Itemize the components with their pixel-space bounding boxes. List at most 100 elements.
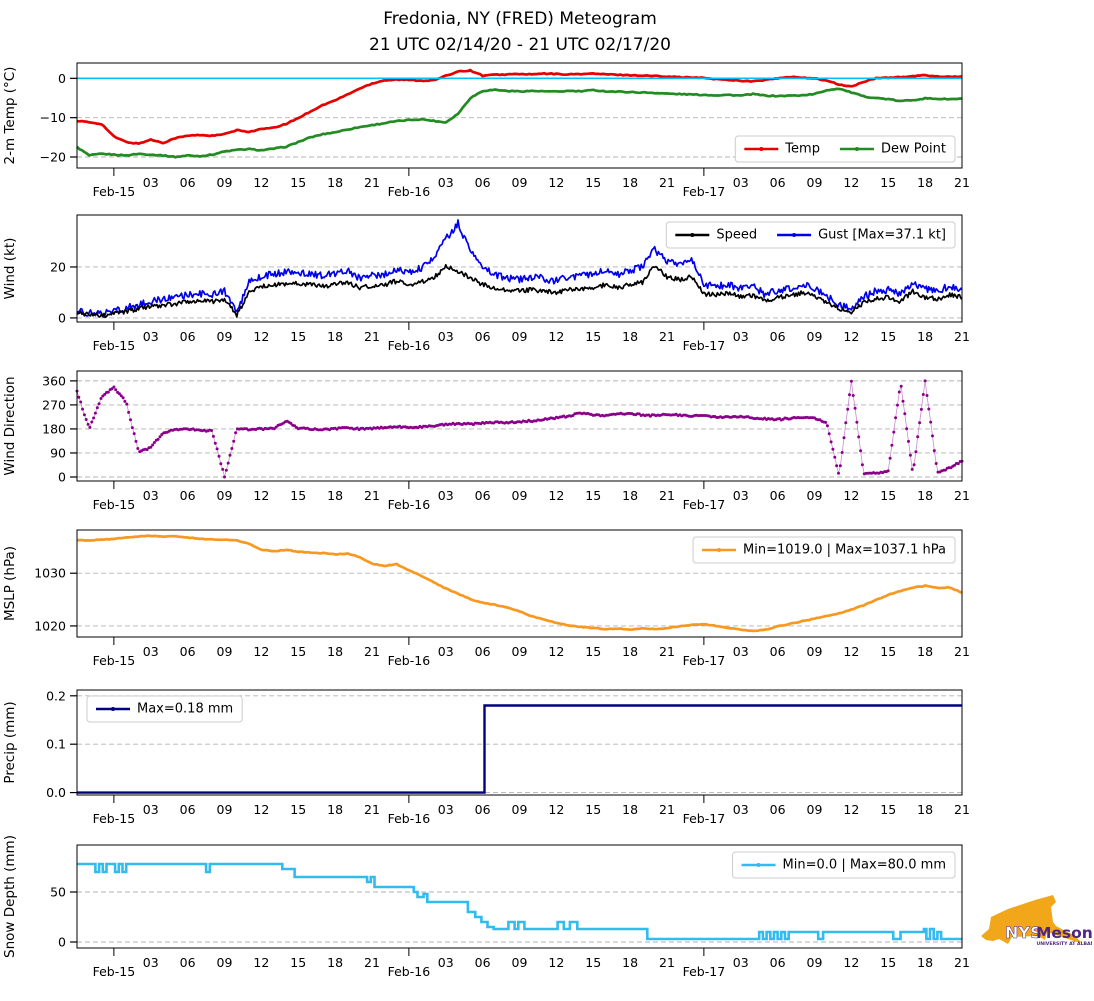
svg-text:18: 18 (327, 644, 343, 659)
svg-text:09: 09 (807, 329, 823, 344)
logo-subtext: UNIVERSITY AT ALBANY (1037, 941, 1093, 947)
svg-text:Precip (mm): Precip (mm) (2, 701, 18, 783)
svg-text:09: 09 (512, 955, 528, 970)
svg-text:03: 03 (438, 802, 454, 817)
svg-text:0.0: 0.0 (46, 785, 66, 800)
svg-text:06: 06 (180, 329, 196, 344)
svg-text:0.1: 0.1 (46, 737, 66, 752)
svg-text:2-m Temp (°C): 2-m Temp (°C) (2, 67, 18, 165)
svg-text:180: 180 (42, 421, 66, 436)
svg-text:Feb-17: Feb-17 (683, 497, 726, 512)
svg-text:06: 06 (475, 802, 491, 817)
svg-text:18: 18 (622, 955, 638, 970)
svg-text:18: 18 (917, 644, 933, 659)
svg-text:0: 0 (58, 935, 66, 950)
svg-text:Min=0.0 | Max=80.0 mm: Min=0.0 | Max=80.0 mm (783, 858, 946, 873)
svg-text:12: 12 (843, 488, 859, 503)
svg-text:03: 03 (733, 488, 749, 503)
svg-text:Feb-17: Feb-17 (683, 184, 726, 199)
svg-text:15: 15 (290, 644, 306, 659)
svg-text:21: 21 (364, 329, 380, 344)
svg-text:12: 12 (253, 488, 269, 503)
svg-text:0: 0 (58, 71, 66, 86)
svg-text:0: 0 (58, 310, 66, 325)
ny-state-shape (981, 895, 1082, 944)
svg-text:09: 09 (512, 802, 528, 817)
svg-text:12: 12 (843, 644, 859, 659)
svg-text:06: 06 (475, 644, 491, 659)
svg-text:03: 03 (438, 329, 454, 344)
svg-text:06: 06 (180, 644, 196, 659)
svg-text:09: 09 (512, 644, 528, 659)
svg-text:09: 09 (807, 644, 823, 659)
svg-text:21: 21 (659, 955, 675, 970)
svg-text:Feb-17: Feb-17 (683, 338, 726, 353)
svg-text:21: 21 (954, 802, 970, 817)
svg-text:09: 09 (807, 802, 823, 817)
svg-text:Feb-16: Feb-16 (388, 964, 431, 979)
svg-text:18: 18 (622, 644, 638, 659)
svg-text:12: 12 (548, 175, 564, 190)
svg-text:12: 12 (548, 955, 564, 970)
title-line2: 21 UTC 02/14/20 - 21 UTC 02/17/20 (369, 35, 671, 56)
svg-text:12: 12 (548, 802, 564, 817)
svg-text:21: 21 (954, 644, 970, 659)
svg-text:06: 06 (770, 955, 786, 970)
svg-text:12: 12 (253, 802, 269, 817)
svg-text:21: 21 (364, 644, 380, 659)
svg-text:Feb-17: Feb-17 (683, 964, 726, 979)
svg-text:03: 03 (438, 175, 454, 190)
svg-text:Feb-16: Feb-16 (388, 811, 431, 826)
svg-text:Dew Point: Dew Point (881, 142, 946, 157)
svg-text:18: 18 (917, 802, 933, 817)
svg-text:15: 15 (880, 175, 896, 190)
svg-text:03: 03 (438, 955, 454, 970)
svg-text:270: 270 (42, 397, 66, 412)
svg-text:06: 06 (180, 488, 196, 503)
svg-text:Feb-15: Feb-15 (93, 653, 136, 668)
svg-text:06: 06 (180, 175, 196, 190)
svg-text:Feb-15: Feb-15 (93, 964, 136, 979)
svg-text:Feb-16: Feb-16 (388, 338, 431, 353)
svg-text:09: 09 (217, 175, 233, 190)
svg-text:03: 03 (143, 175, 159, 190)
svg-text:21: 21 (659, 488, 675, 503)
svg-text:15: 15 (585, 175, 601, 190)
svg-text:03: 03 (143, 488, 159, 503)
svg-text:15: 15 (880, 955, 896, 970)
svg-text:50: 50 (50, 885, 66, 900)
svg-text:Feb-15: Feb-15 (93, 184, 136, 199)
svg-text:18: 18 (327, 329, 343, 344)
svg-text:09: 09 (807, 488, 823, 503)
svg-text:21: 21 (954, 488, 970, 503)
svg-text:03: 03 (733, 329, 749, 344)
svg-text:Feb-16: Feb-16 (388, 184, 431, 199)
svg-text:09: 09 (512, 329, 528, 344)
svg-text:06: 06 (770, 175, 786, 190)
svg-text:15: 15 (290, 329, 306, 344)
svg-text:12: 12 (843, 802, 859, 817)
svg-text:0: 0 (58, 469, 66, 484)
svg-text:09: 09 (512, 488, 528, 503)
svg-text:18: 18 (327, 175, 343, 190)
svg-text:12: 12 (843, 955, 859, 970)
svg-text:18: 18 (917, 329, 933, 344)
svg-text:03: 03 (733, 644, 749, 659)
svg-text:09: 09 (217, 955, 233, 970)
svg-text:06: 06 (770, 329, 786, 344)
svg-text:09: 09 (807, 175, 823, 190)
svg-text:18: 18 (622, 488, 638, 503)
svg-text:21: 21 (954, 955, 970, 970)
svg-text:15: 15 (585, 488, 601, 503)
svg-text:03: 03 (733, 802, 749, 817)
svg-text:03: 03 (143, 644, 159, 659)
svg-text:03: 03 (438, 644, 454, 659)
svg-text:12: 12 (253, 644, 269, 659)
svg-text:09: 09 (217, 329, 233, 344)
svg-text:03: 03 (143, 802, 159, 817)
svg-text:06: 06 (180, 955, 196, 970)
svg-text:15: 15 (290, 175, 306, 190)
svg-text:06: 06 (475, 329, 491, 344)
svg-text:12: 12 (253, 955, 269, 970)
svg-text:03: 03 (438, 488, 454, 503)
